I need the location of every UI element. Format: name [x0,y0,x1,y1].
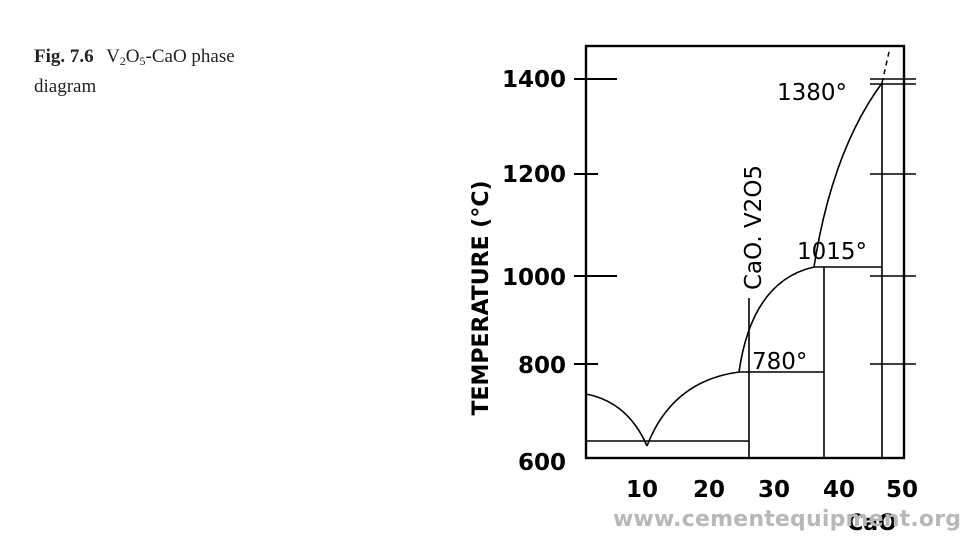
x-axis-title: CaO [847,511,897,536]
y-tick-label: 1400 [502,67,566,93]
right-ticks [870,78,916,365]
annotation-1380: 1380° [777,80,847,106]
plot-frame [584,44,906,460]
x-tick-label: 20 [693,477,725,503]
figure-number: Fig. 7.6 [34,46,94,67]
y-tick-label: 800 [518,353,566,379]
liquidus-dome [738,266,815,373]
liquidus-left [585,393,648,447]
y-tick-label: 1000 [502,265,566,291]
x-tick-label: 30 [758,477,790,503]
annotation-780: 780° [752,349,807,375]
figure-title: V2O5-CaO phase [106,46,235,68]
x-tick-label: 50 [886,477,918,503]
liquidus-upper [813,82,883,268]
x-tick-label: 10 [626,477,658,503]
figure-title-line2: diagram [34,76,97,97]
watermark: www.cementequipment.org [613,507,962,532]
y-tick-label: 1200 [502,162,566,188]
figure-caption: Fig. 7.6 V2O5-CaO phase diagram [34,44,314,99]
liquidus-middle [646,371,740,447]
y-tick-label: 600 [518,450,566,476]
x-tick-label: 40 [823,477,855,503]
phase-boundaries [585,82,883,458]
compound-label: CaO. V2O5 [741,165,767,290]
y-axis-title: TEMPERATURE (°C) [469,180,494,415]
y-ticks [574,78,617,365]
annotation-1015: 1015° [797,239,867,265]
